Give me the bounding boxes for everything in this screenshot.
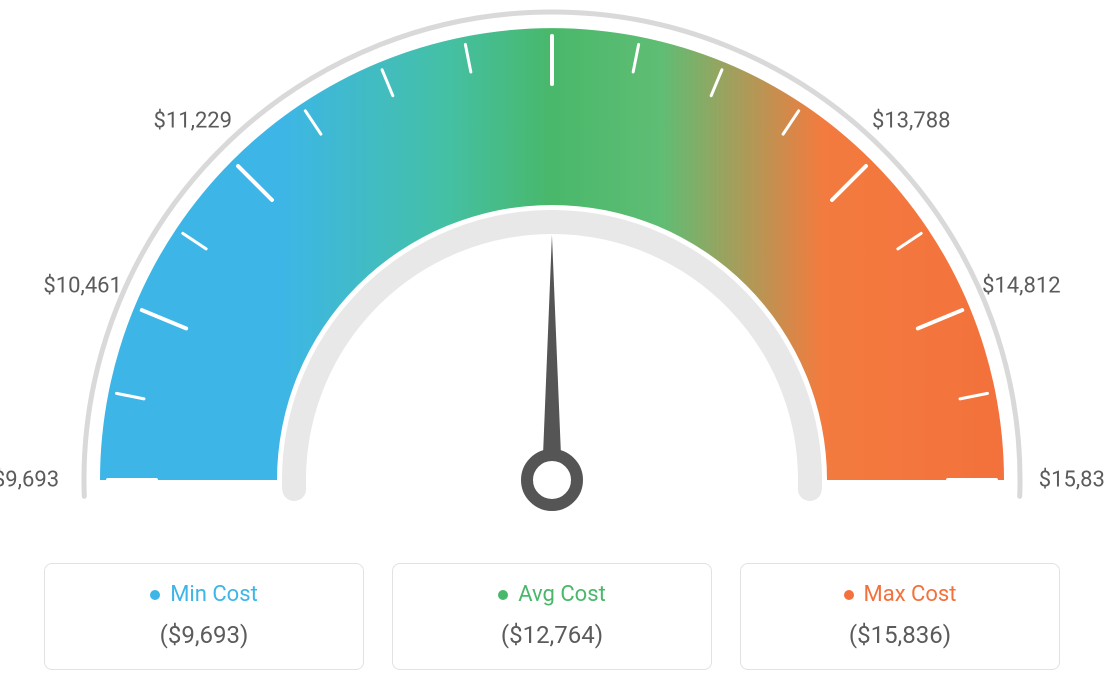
legend-dot-min — [150, 590, 160, 600]
legend-dot-max — [844, 590, 854, 600]
gauge-chart: $9,693$10,461$11,229$12,764$13,788$14,81… — [0, 0, 1104, 520]
legend-card-avg: Avg Cost ($12,764) — [392, 563, 712, 670]
legend-card-max: Max Cost ($15,836) — [740, 563, 1060, 670]
gauge-tick-label: $14,812 — [982, 273, 1061, 298]
legend-title-row: Min Cost — [55, 582, 353, 607]
legend-value-max: ($15,836) — [751, 621, 1049, 649]
legend-title-max: Max Cost — [864, 582, 957, 607]
legend-title-row: Max Cost — [751, 582, 1049, 607]
legend-dot-avg — [498, 590, 508, 600]
gauge-tick-label: $15,836 — [1039, 468, 1104, 493]
gauge-svg — [0, 0, 1104, 520]
gauge-tick-label: $11,229 — [154, 108, 233, 133]
gauge-tick-label: $9,693 — [0, 468, 59, 493]
legend-row: Min Cost ($9,693) Avg Cost ($12,764) Max… — [0, 563, 1104, 670]
legend-title-row: Avg Cost — [403, 582, 701, 607]
legend-card-min: Min Cost ($9,693) — [44, 563, 364, 670]
legend-value-avg: ($12,764) — [403, 621, 701, 649]
legend-value-min: ($9,693) — [55, 621, 353, 649]
gauge-tick-label: $10,461 — [43, 273, 122, 298]
gauge-tick-label: $13,788 — [872, 108, 951, 133]
legend-title-min: Min Cost — [170, 582, 258, 607]
legend-title-avg: Avg Cost — [518, 582, 606, 607]
